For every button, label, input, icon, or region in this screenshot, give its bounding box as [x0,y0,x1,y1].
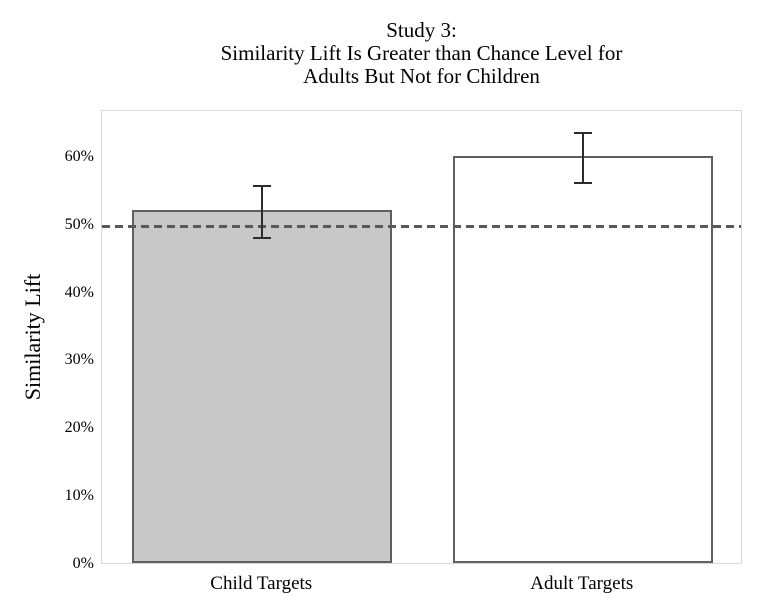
chart-title: Study 3: Similarity Lift Is Greater than… [101,19,742,88]
chart-title-line-2: Similarity Lift Is Greater than Chance L… [220,41,623,65]
plot-area [101,110,742,564]
error-bar-bottom-cap-child-targets [253,237,272,240]
error-bar-top-cap-child-targets [253,184,272,187]
bar-child-targets [132,210,393,563]
y-tick-label-0: 0% [72,555,94,572]
y-tick-label-30: 30% [64,351,94,369]
error-bar-top-cap-adult-targets [573,132,592,135]
y-tick-label-20: 20% [64,419,94,437]
y-tick-label-50: 50% [64,215,94,233]
error-bar-line-adult-targets [581,132,584,184]
y-tick-label-60: 60% [64,147,94,165]
x-category-label-adult-targets: Adult Targets [530,573,634,594]
error-bar-bottom-cap-adult-targets [573,181,592,184]
chance-level-dashed-line [102,224,741,228]
y-tick-label-40: 40% [64,283,94,301]
chart-title-line-3: Adults But Not for Children [303,64,540,88]
y-tick-label-10: 10% [64,487,94,505]
chart-title-line-1: Study 3: [386,18,457,42]
x-category-label-child-targets: Child Targets [210,573,313,594]
error-bar-line-child-targets [261,184,264,240]
bar-adult-targets [452,155,713,563]
